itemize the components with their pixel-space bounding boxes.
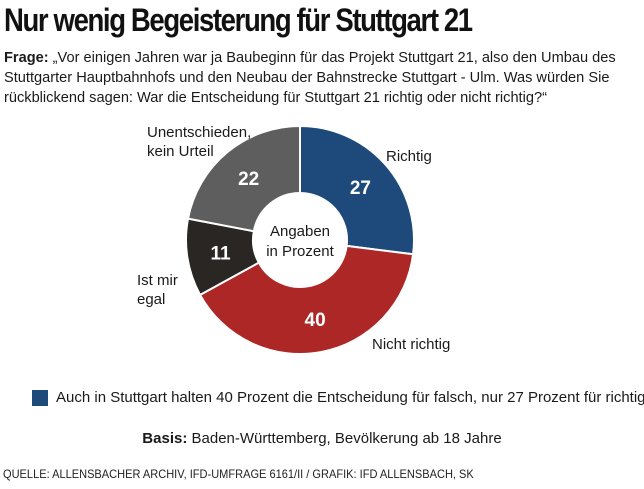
donut-chart: 27 40 11 22 Richtig Nicht richtig Ist mir egal… (137, 124, 450, 355)
center-label: Angaben in Prozent (266, 223, 334, 260)
slice-label-2: Ist mir egal (137, 272, 178, 308)
basis-text: Baden-Württemberg, Bevölkerung ab 18 Jah… (191, 430, 502, 447)
source-credit: QUELLE: ALLENSBACHER ARCHIV, IFD-UMFRAGE… (3, 467, 474, 481)
question-label: Frage: (4, 50, 49, 66)
legend-text: Auch in Stuttgart halten 40 Prozent die … (56, 389, 644, 406)
survey-question: Frage: „Vor einigen Jahren war ja Baubeg… (4, 48, 640, 108)
slice-value-3: 22 (238, 169, 259, 190)
slice-label-3: Unentschieden, kein Urteil (147, 124, 251, 160)
basis-label: Basis: (142, 430, 188, 447)
donut-values: 27 40 11 22 (210, 169, 371, 331)
question-text: „Vor einigen Jahren war ja Baubeginn für… (4, 50, 616, 106)
chart-title: Nur wenig Begeisterung für Stuttgart 21 (4, 2, 473, 38)
slice-label-1: Nicht richtig (372, 336, 450, 353)
slice-1 (198, 244, 415, 355)
slice-value-1: 40 (305, 310, 326, 331)
slice-value-0: 27 (350, 178, 371, 199)
legend: Auch in Stuttgart halten 40 Prozent die … (32, 389, 644, 406)
slice-value-2: 11 (210, 244, 231, 265)
slice-label-0: Richtig (386, 148, 432, 165)
slice-0 (299, 124, 415, 256)
basis-note: Basis: Baden-Württemberg, Bevölkerung ab… (0, 430, 644, 447)
center-text: Angaben in Prozent (266, 223, 334, 260)
slice-labels: Richtig Nicht richtig Ist mir egal Unentschi… (137, 124, 450, 353)
donut-slices (185, 124, 415, 355)
slice-3 (186, 124, 301, 233)
legend-swatch (32, 389, 48, 406)
